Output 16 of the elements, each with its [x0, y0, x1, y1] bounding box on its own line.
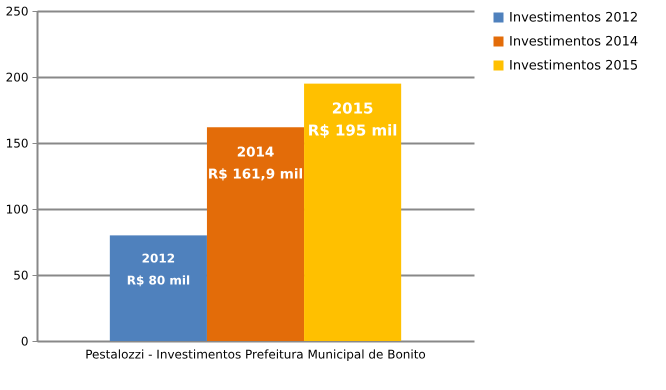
data-label: 2012 R$ 80 mil — [126, 251, 190, 288]
bar — [110, 235, 207, 341]
legend-label: Investimentos 2015 — [509, 58, 638, 74]
data-label: 2014 R$ 161,9 mil — [208, 144, 304, 182]
data-label: 2015 R$ 195 mil — [308, 100, 398, 140]
y-tick-label: 50 — [13, 268, 28, 282]
y-tick-label: 100 — [6, 202, 28, 216]
legend-label: Investimentos 2014 — [509, 34, 638, 50]
bar — [206, 127, 304, 341]
y-tick-label: 0 — [20, 334, 28, 348]
legend-label: Investimentos 2012 — [509, 10, 638, 26]
y-tick-label: 200 — [6, 70, 28, 84]
y-tick-label: 250 — [6, 4, 28, 18]
bar — [304, 84, 402, 341]
y-tick-label: 150 — [6, 136, 28, 150]
x-tick-label: Pestalozzi - Investimentos Prefeitura Municipal de Bonito — [85, 348, 426, 362]
